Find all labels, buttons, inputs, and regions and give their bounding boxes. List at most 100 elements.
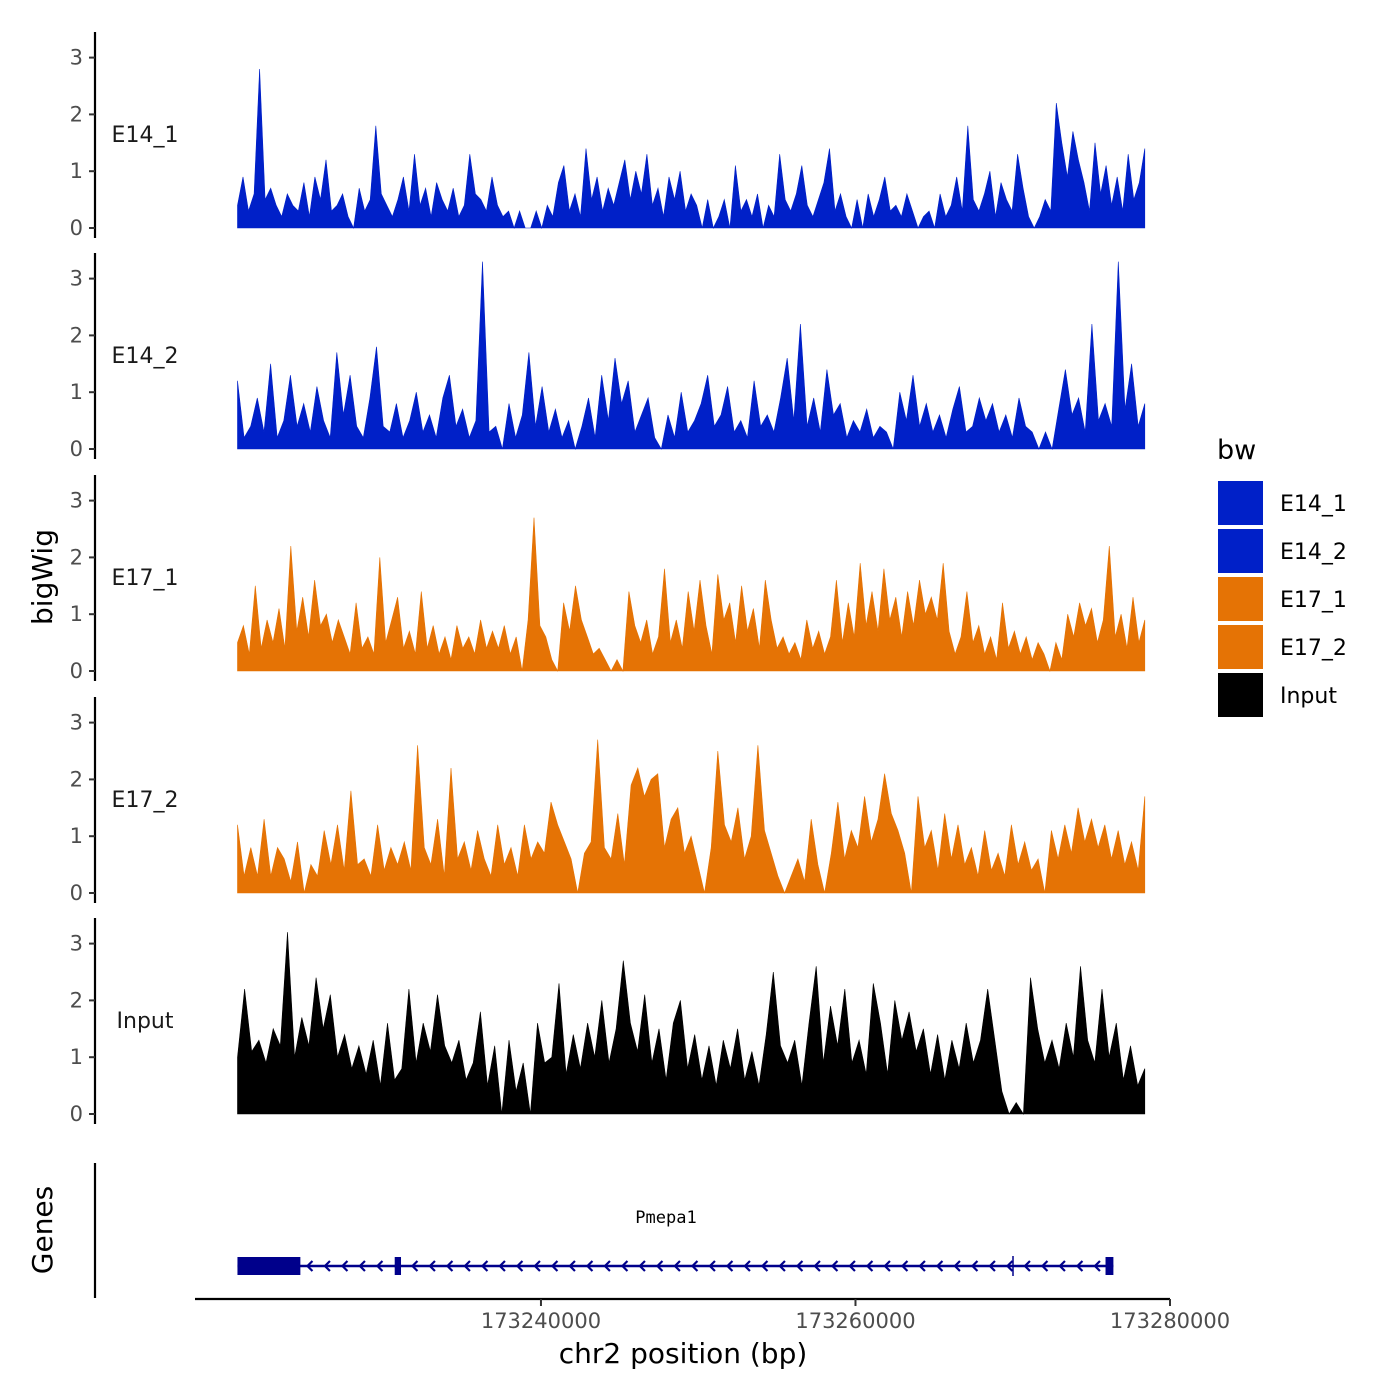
y-tick-label: 1 — [70, 602, 83, 626]
gene-exon — [237, 1257, 301, 1275]
legend-entry: E14_1 — [1218, 481, 1347, 525]
signal-area — [237, 261, 1146, 451]
track-label: Input — [117, 1009, 174, 1034]
track-e14-1: 0 1 2 3 E14_1 — [70, 32, 1146, 240]
track-label: E14_2 — [112, 344, 179, 369]
strand-arrow — [498, 1260, 506, 1272]
strand-arrow — [970, 1260, 979, 1272]
y-tick-label: 0 — [70, 437, 83, 461]
x-tick-label: 173260000 — [795, 1309, 915, 1333]
strand-arrow — [533, 1260, 541, 1272]
legend-entry: Input — [1218, 673, 1337, 717]
signal-tracks: 0 1 2 3 E14_1 0 1 2 3 E14_2 0 1 2 3 E17_1 0 1 2 3 E17_2 0 1 2 3… — [70, 32, 1146, 1126]
strand-arrow — [690, 1260, 699, 1272]
track-label: E17_2 — [112, 788, 179, 813]
y-axis-title: bigWig — [26, 529, 59, 625]
legend-swatch — [1218, 481, 1263, 525]
y-tick-label: 0 — [70, 659, 83, 683]
strand-arrow — [953, 1260, 961, 1272]
x-ticks: 173240000 173260000 173280000 — [481, 1299, 1230, 1333]
strand-arrow — [323, 1260, 331, 1272]
legend-swatch — [1218, 625, 1263, 669]
strand-arrow — [813, 1260, 821, 1272]
strand-arrow — [603, 1260, 611, 1272]
y-tick-label: 0 — [70, 1102, 83, 1126]
strand-arrow — [865, 1260, 874, 1272]
gene-exon — [1105, 1257, 1114, 1275]
strand-arrow — [760, 1260, 769, 1272]
gene-track-title: Genes — [26, 1186, 59, 1274]
strand-arrow — [410, 1260, 419, 1272]
x-tick-label: 173280000 — [1110, 1309, 1230, 1333]
legend-title: bw — [1217, 435, 1256, 466]
legend-swatch — [1218, 673, 1263, 717]
legend-entry: E17_2 — [1218, 625, 1347, 669]
y-tick-label: 2 — [70, 102, 83, 126]
strand-arrow — [1058, 1260, 1066, 1272]
strand-arrow — [1023, 1260, 1031, 1272]
x-axis-title: chr2 position (bp) — [559, 1337, 808, 1370]
y-tick-label: 3 — [70, 46, 83, 70]
gene-label: Pmepa1 — [635, 1208, 696, 1228]
strand-arrow — [1093, 1260, 1101, 1272]
strand-arrow — [848, 1260, 856, 1272]
signal-area — [237, 517, 1146, 673]
track-e17-1: 0 1 2 3 E17_1 — [70, 475, 1146, 683]
track-e14-2: 0 1 2 3 E14_2 — [70, 253, 1146, 461]
strand-arrow — [585, 1260, 594, 1272]
strand-arrow — [935, 1260, 944, 1272]
strand-arrow — [375, 1260, 384, 1272]
strand-arrow — [480, 1260, 489, 1272]
strand-arrow — [358, 1260, 366, 1272]
legend-entry: E17_1 — [1218, 577, 1347, 621]
y-tick-label: 0 — [70, 216, 83, 240]
strand-arrow — [1005, 1260, 1014, 1272]
track-input: 0 1 2 3 Input — [70, 918, 1146, 1126]
strand-arrow — [725, 1260, 734, 1272]
x-tick-label: 173240000 — [481, 1309, 601, 1333]
gene-track: Genes Pmepa1 — [26, 1163, 1114, 1298]
strand-arrow — [795, 1260, 804, 1272]
y-tick-label: 0 — [70, 881, 83, 905]
strand-arrow — [830, 1260, 839, 1272]
signal-area — [237, 932, 1146, 1115]
strand-arrow — [550, 1260, 559, 1272]
strand-arrow — [428, 1260, 436, 1272]
strand-arrow — [708, 1260, 716, 1272]
strand-arrow — [445, 1260, 454, 1272]
x-axis: 173240000 173260000 173280000 chr2 positio… — [195, 1297, 1230, 1370]
legend-entries: E14_1 E14_2 E17_1 E17_2 Input — [1218, 481, 1347, 717]
strand-arrow — [988, 1260, 996, 1272]
y-tick-label: 1 — [70, 380, 83, 404]
strand-arrow — [673, 1260, 681, 1272]
y-tick-label: 1 — [70, 159, 83, 183]
gene-exon — [394, 1257, 402, 1275]
legend-label: E14_1 — [1280, 492, 1347, 517]
y-tick-label: 3 — [70, 489, 83, 513]
strand-arrow — [743, 1260, 751, 1272]
y-tick-label: 3 — [70, 267, 83, 291]
y-tick-label: 1 — [70, 824, 83, 848]
y-tick-label: 2 — [70, 767, 83, 791]
track-label: E17_1 — [112, 566, 179, 591]
track-label: E14_1 — [112, 123, 179, 148]
legend-label: E17_2 — [1280, 636, 1347, 661]
signal-area — [237, 68, 1146, 230]
legend: bw E14_1 E14_2 E17_1 E17_2 Input — [1217, 435, 1347, 717]
strand-arrow — [568, 1260, 576, 1272]
gene-structure — [237, 1256, 1114, 1276]
strand-arrow — [515, 1260, 524, 1272]
y-tick-label: 3 — [70, 711, 83, 735]
strand-arrow — [655, 1260, 664, 1272]
legend-swatch — [1218, 577, 1263, 621]
strand-arrow — [1075, 1260, 1084, 1272]
strand-arrow — [638, 1260, 646, 1272]
signal-area — [237, 739, 1146, 894]
strand-arrow — [340, 1260, 349, 1272]
y-tick-label: 2 — [70, 545, 83, 569]
strand-arrow — [883, 1260, 891, 1272]
strand-arrow — [900, 1260, 909, 1272]
legend-label: E14_2 — [1280, 540, 1347, 565]
track-e17-2: 0 1 2 3 E17_2 — [70, 697, 1146, 905]
